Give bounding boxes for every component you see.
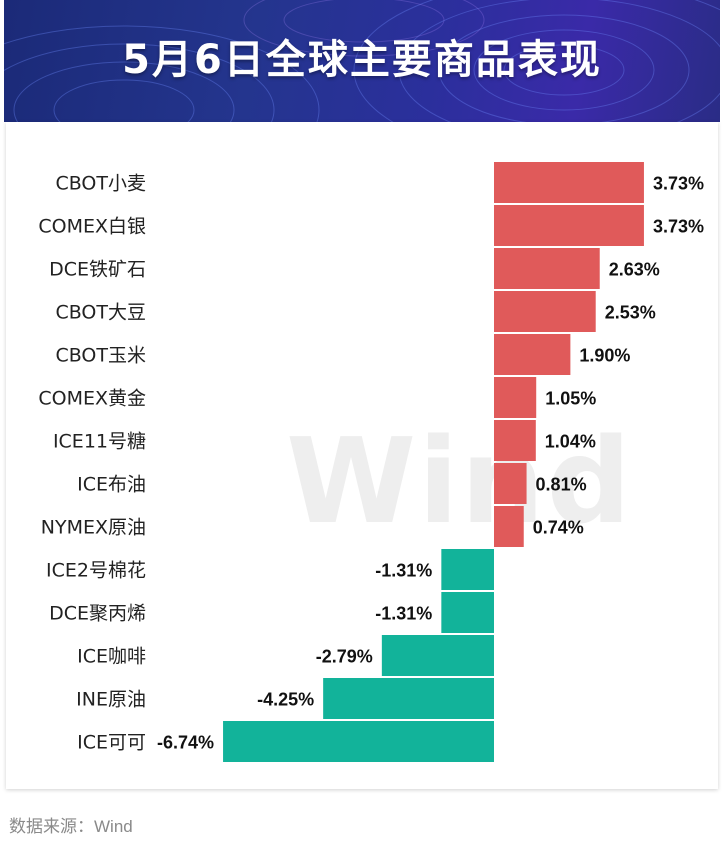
value-label: 3.73%: [653, 174, 704, 194]
category-label: CBOT玉米: [55, 345, 146, 367]
bar-8: [494, 463, 527, 504]
value-label: 1.90%: [579, 346, 630, 366]
category-label: ICE可可: [77, 732, 146, 754]
category-label: ICE布油: [77, 474, 146, 496]
bar-5: [494, 334, 571, 375]
bar-6: [494, 377, 537, 418]
value-label: -2.79%: [316, 647, 373, 667]
page-title: 5月6日全球主要商品表现: [122, 37, 602, 83]
bar-2: [494, 205, 644, 246]
bar-11: [441, 592, 494, 633]
data-source: 数据来源：Wind: [9, 817, 133, 836]
value-label: 1.04%: [545, 432, 596, 452]
value-label: 0.81%: [536, 475, 587, 495]
value-label: -4.25%: [257, 690, 314, 710]
value-label: -1.31%: [375, 561, 432, 581]
bar-13: [323, 678, 494, 719]
bar-4: [494, 291, 596, 332]
category-label: ICE咖啡: [77, 646, 146, 668]
bar-10: [441, 549, 494, 590]
category-label: ICE2号棉花: [46, 560, 146, 582]
header-banner: 5月6日全球主要商品表现: [4, 0, 720, 122]
category-label: CBOT大豆: [55, 302, 146, 324]
category-label: INE原油: [76, 689, 146, 711]
value-label: 2.53%: [605, 303, 656, 323]
category-label: NYMEX原油: [41, 517, 146, 539]
value-label: 1.05%: [545, 389, 596, 409]
banner-contour-decoration: [4, 0, 720, 122]
value-label: -6.74%: [157, 733, 214, 753]
category-label: CBOT小麦: [55, 173, 146, 195]
value-label: 2.63%: [609, 260, 660, 280]
bar-7: [494, 420, 536, 461]
bar-12: [381, 635, 494, 676]
value-label: -1.31%: [375, 604, 432, 624]
category-label: COMEX黄金: [38, 388, 146, 410]
bar-14: [223, 721, 494, 762]
bar-chart: CBOT小麦 3.73% COMEX白银 3.73% DCE铁矿石 2.63% CBOT大豆…: [38, 162, 704, 762]
bar-9: [494, 506, 524, 547]
bar-3: [494, 248, 600, 289]
category-label: DCE铁矿石: [49, 259, 146, 281]
bar-1: [494, 162, 644, 203]
category-label: ICE11号糖: [53, 431, 146, 453]
category-label: DCE聚丙烯: [49, 603, 146, 625]
value-label: 0.74%: [533, 518, 584, 538]
wind-watermark: Wind: [286, 412, 634, 550]
category-label: COMEX白银: [38, 216, 146, 238]
value-label: 3.73%: [653, 217, 704, 237]
chart-card: Wind CBOT小麦 3.73% COMEX白银 3.73% DCE铁矿石 2.63% C…: [6, 122, 718, 789]
